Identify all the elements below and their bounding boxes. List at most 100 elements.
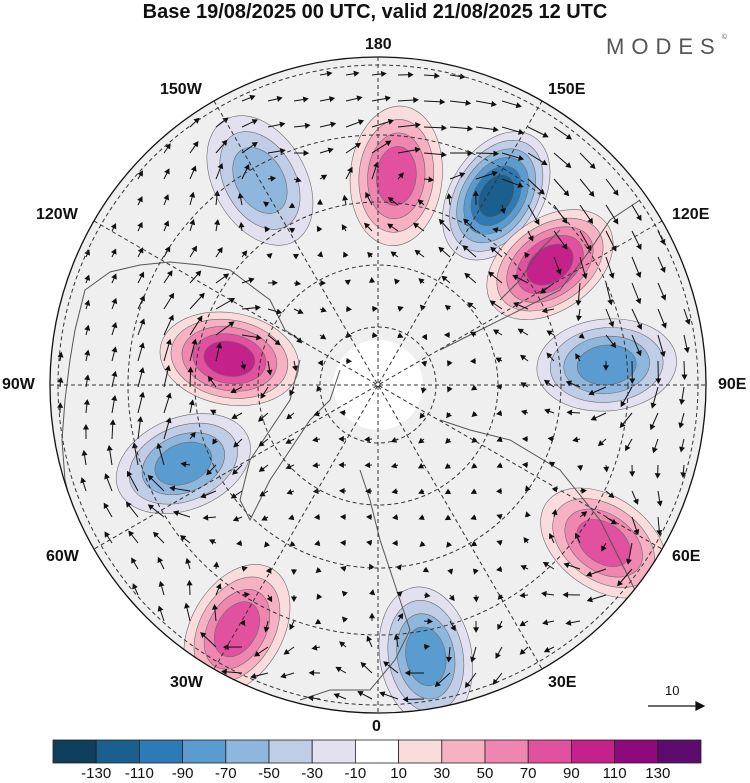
colorbar-swatch xyxy=(52,739,97,764)
colorbar-swatch xyxy=(527,739,572,764)
wind-arrow-head xyxy=(335,666,342,673)
wind-arrow-head xyxy=(681,374,688,381)
wind-arrow-head xyxy=(538,188,545,195)
colorbar-swatch xyxy=(95,739,140,764)
wind-arrow-head xyxy=(111,273,117,280)
wind-arrow-head xyxy=(397,332,404,338)
wind-arrow-head xyxy=(548,461,556,468)
wind-arrow-head xyxy=(520,409,528,416)
wind-arrow-head xyxy=(610,518,617,525)
wind-arrow-head xyxy=(683,347,690,354)
wind-arrow-head xyxy=(625,558,632,565)
wind-arrow-head xyxy=(635,271,642,278)
wind-arrow-head xyxy=(383,661,390,668)
wind-arrow-head xyxy=(577,465,584,471)
wind-arrow-head xyxy=(565,162,572,169)
wind-arrow-head xyxy=(232,468,239,475)
wind-arrow-head xyxy=(413,97,419,104)
wind-arrow-head xyxy=(152,531,160,538)
wind-arrow-head xyxy=(80,477,87,484)
wind-arrow-head xyxy=(418,488,425,495)
wind-arrow-head xyxy=(603,466,610,473)
wind-arrow-head xyxy=(198,292,205,299)
wind-arrow-head xyxy=(303,150,310,157)
wind-arrow-head xyxy=(259,490,266,497)
wind-arrow-head xyxy=(563,190,570,197)
wind-arrow-head xyxy=(446,193,453,199)
colorbar-swatch xyxy=(614,739,659,764)
lon-label-0: 0 xyxy=(372,718,381,735)
wind-arrow-head xyxy=(547,435,554,442)
wind-arrow-head xyxy=(438,218,445,225)
wind-arrow-head xyxy=(163,194,170,201)
wind-arrow-head xyxy=(164,365,171,372)
wind-arrow-head xyxy=(470,540,478,547)
wind-arrow-head xyxy=(185,557,192,565)
colorbar-swatch xyxy=(225,739,270,764)
wind-arrow-head xyxy=(341,590,348,597)
wind-arrow-head xyxy=(137,416,144,423)
wind-arrow-head xyxy=(575,353,581,360)
wind-arrow-head xyxy=(111,322,118,329)
wind-arrow-head xyxy=(313,514,320,521)
wind-arrow-head xyxy=(563,562,570,569)
wind-arrow-head xyxy=(195,270,202,277)
wind-arrow-head xyxy=(165,417,172,424)
wind-arrow-head xyxy=(470,514,477,521)
wind-arrow-head xyxy=(387,196,394,203)
wind-arrow-head xyxy=(517,128,525,135)
wind-arrow-head xyxy=(125,501,132,508)
wind-arrow-head xyxy=(266,369,273,376)
wind-arrow-head xyxy=(250,673,257,679)
colorbar-label: 70 xyxy=(519,765,537,782)
wind-arrow-head xyxy=(364,436,370,443)
wind-arrow-head xyxy=(286,413,293,420)
wind-arrow-head xyxy=(84,324,91,331)
wind-arrow-head xyxy=(393,633,400,640)
wind-arrow-head xyxy=(441,275,448,282)
wind-vectors xyxy=(57,70,691,703)
wind-arrow-head xyxy=(519,620,526,627)
wind-arrow-head xyxy=(496,436,503,442)
wind-arrow-head xyxy=(367,251,374,258)
wind-arrow-head xyxy=(465,99,472,106)
wind-arrow-head xyxy=(357,691,364,697)
wind-arrow-head xyxy=(578,332,585,339)
wind-arrow-head xyxy=(517,328,524,335)
wind-arrow-head xyxy=(285,463,292,470)
wind-arrow-head xyxy=(83,399,90,405)
wind-arrow-head xyxy=(338,461,344,469)
wind-arrow-head xyxy=(263,541,270,548)
wind-arrow-head xyxy=(424,592,431,599)
wind-arrow-head xyxy=(356,95,363,102)
wind-arrow-head xyxy=(365,488,371,495)
wind-arrow-head xyxy=(165,392,172,399)
wind-arrow-head xyxy=(586,596,593,603)
wind-arrow-head xyxy=(320,306,327,313)
wind-arrow-head xyxy=(469,331,477,338)
wind-arrow-head xyxy=(312,436,319,443)
anomaly-contour-4 xyxy=(576,344,637,386)
wind-arrow-head xyxy=(283,648,290,655)
wind-arrow-head xyxy=(541,159,548,166)
wind-arrow-head xyxy=(542,619,549,626)
wind-arrow-head xyxy=(165,338,172,346)
wind-arrow-head xyxy=(495,488,502,495)
wind-arrow-head xyxy=(470,488,477,494)
reference-vector-label: 10 xyxy=(665,683,680,698)
colorbar-swatch xyxy=(441,739,486,764)
wind-arrow-head xyxy=(274,339,281,346)
wind-arrow-head xyxy=(292,365,299,372)
wind-arrow-head xyxy=(320,279,327,287)
colorbar-label: 110 xyxy=(602,765,627,782)
wind-arrow-head xyxy=(684,318,691,325)
logo-mark: © xyxy=(721,34,727,41)
colorbar-label: -110 xyxy=(124,765,154,782)
wind-arrow-head xyxy=(191,245,197,252)
colorbar-label: 130 xyxy=(645,765,671,782)
wind-arrow-head xyxy=(342,194,349,201)
wind-arrow-head xyxy=(620,400,627,408)
wind-arrow-head xyxy=(84,349,91,356)
wind-arrow-head xyxy=(608,272,615,279)
wind-arrow-head xyxy=(520,565,527,571)
